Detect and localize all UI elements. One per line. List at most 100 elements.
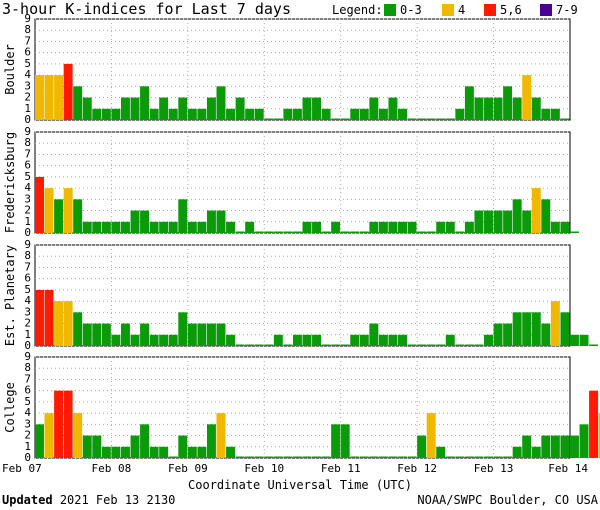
bar bbox=[273, 231, 283, 233]
footer-updated-value: 2021 Feb 13 2130 bbox=[60, 493, 176, 507]
bar bbox=[292, 231, 302, 233]
legend-swatch-2 bbox=[484, 4, 496, 16]
bar bbox=[197, 221, 207, 233]
bar bbox=[197, 108, 207, 120]
bar bbox=[464, 344, 474, 346]
bar bbox=[541, 323, 551, 346]
bar bbox=[464, 86, 474, 120]
bar bbox=[159, 97, 169, 120]
bar bbox=[273, 118, 283, 120]
bar bbox=[340, 118, 350, 120]
bar bbox=[273, 334, 283, 346]
bar bbox=[187, 221, 197, 233]
bar bbox=[245, 221, 255, 233]
y-tick-label: 8 bbox=[24, 23, 31, 36]
bar bbox=[187, 446, 197, 458]
bar bbox=[82, 435, 92, 458]
y-tick-label: 7 bbox=[24, 147, 31, 160]
bar bbox=[159, 446, 169, 458]
date-axis: Feb 07 Feb 08 Feb 09 Feb 10 Feb 11 Feb 12 Feb … bbox=[2, 462, 588, 475]
bar bbox=[388, 221, 398, 233]
bar bbox=[264, 456, 274, 458]
bar bbox=[101, 108, 111, 120]
bar bbox=[388, 97, 398, 120]
legend-title: Legend: bbox=[332, 3, 383, 17]
bar bbox=[92, 323, 102, 346]
footer-updated: Updated 2021 Feb 13 2130 bbox=[2, 493, 175, 507]
bar bbox=[550, 221, 560, 233]
bar bbox=[522, 210, 532, 233]
y-tick-label: 9 bbox=[24, 12, 31, 25]
x-tick-label: Feb 07 bbox=[2, 462, 42, 475]
chart-title: 3-hour K-indices for Last 7 days bbox=[2, 0, 291, 18]
bar bbox=[302, 456, 312, 458]
bar bbox=[206, 210, 216, 233]
y-tick-label: 1 bbox=[24, 328, 31, 341]
bar bbox=[445, 456, 455, 458]
bar bbox=[54, 75, 64, 120]
bar bbox=[474, 456, 484, 458]
y-tick-label: 2 bbox=[24, 204, 31, 217]
bar bbox=[312, 97, 321, 120]
legend-swatch-1 bbox=[442, 4, 454, 16]
bar bbox=[522, 312, 532, 346]
bar bbox=[140, 323, 150, 346]
bar bbox=[302, 97, 312, 120]
bar bbox=[273, 456, 283, 458]
panel-label: Est. Planetary bbox=[3, 245, 17, 346]
bar bbox=[512, 446, 522, 458]
bar bbox=[130, 435, 140, 458]
bar bbox=[340, 344, 350, 346]
bar bbox=[226, 221, 236, 233]
bar bbox=[283, 108, 293, 120]
y-tick-label: 6 bbox=[24, 384, 31, 397]
bar bbox=[455, 231, 465, 233]
y-tick-label: 2 bbox=[24, 91, 31, 104]
bar bbox=[226, 446, 236, 458]
bar bbox=[168, 334, 178, 346]
bar bbox=[216, 323, 226, 346]
bar bbox=[283, 456, 293, 458]
bar bbox=[340, 231, 350, 233]
bar bbox=[82, 221, 92, 233]
y-tick-label: 8 bbox=[24, 136, 31, 149]
bar bbox=[283, 231, 293, 233]
bar bbox=[149, 334, 159, 346]
bar bbox=[73, 86, 83, 120]
bar bbox=[484, 456, 493, 458]
y-tick-label: 6 bbox=[24, 46, 31, 59]
bar bbox=[111, 334, 121, 346]
bar bbox=[216, 413, 226, 458]
bar bbox=[369, 456, 379, 458]
y-tick-label: 0 bbox=[24, 339, 31, 352]
panel-label: Fredericksburg bbox=[3, 132, 17, 233]
bar bbox=[570, 334, 579, 346]
bar bbox=[445, 334, 455, 346]
bar bbox=[331, 424, 341, 458]
bar bbox=[350, 231, 360, 233]
panels: 0123456789Boulder0123456789Fredericksbur… bbox=[3, 12, 600, 464]
bar bbox=[359, 456, 369, 458]
bar bbox=[264, 231, 274, 233]
bar bbox=[541, 108, 551, 120]
bar bbox=[73, 199, 83, 233]
legend-label-1: 4 bbox=[458, 3, 465, 17]
x-tick-label: Feb 08 bbox=[92, 462, 132, 475]
x-tick-label: Feb 09 bbox=[168, 462, 208, 475]
bar bbox=[120, 446, 130, 458]
bar bbox=[235, 97, 245, 120]
y-tick-label: 7 bbox=[24, 34, 31, 47]
bar bbox=[550, 435, 560, 458]
y-tick-label: 8 bbox=[24, 249, 31, 262]
y-tick-label: 3 bbox=[24, 305, 31, 318]
bar bbox=[503, 210, 513, 233]
bar bbox=[531, 446, 541, 458]
y-tick-label: 9 bbox=[24, 125, 31, 138]
bar bbox=[388, 334, 398, 346]
bar bbox=[398, 221, 407, 233]
bar bbox=[417, 344, 427, 346]
y-tick-label: 3 bbox=[24, 417, 31, 430]
bar bbox=[111, 446, 121, 458]
